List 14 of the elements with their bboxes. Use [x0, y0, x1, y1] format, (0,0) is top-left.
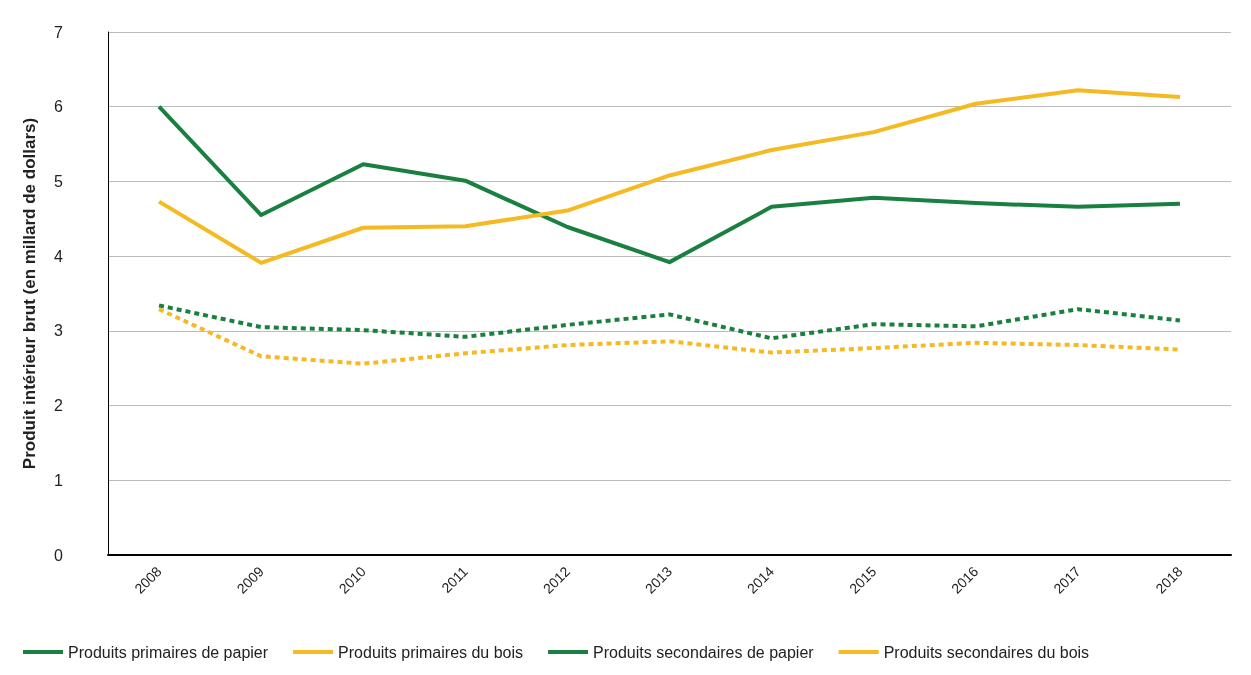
y-tick-label: 6: [54, 98, 64, 116]
y-tick-label: 0: [54, 546, 64, 564]
legend-label: Produits primaires du bois: [338, 643, 524, 661]
y-tick-label: 5: [54, 172, 64, 190]
y-tick-label: 3: [54, 322, 64, 340]
y-tick-label: 2: [54, 397, 64, 415]
line-series: [157, 303, 1182, 341]
y-tick-label: 4: [54, 247, 64, 265]
legend-label: Produits primaires de papier: [68, 643, 269, 661]
y-axis-title: Produit intérieur brut (en millard de dollars): [20, 117, 39, 470]
y-tick-label: 1: [54, 471, 64, 489]
legend-label: Produits secondaires de papier: [593, 643, 815, 661]
legend-label: Produits secondaires du bois: [883, 643, 1090, 661]
y-tick-label: 7: [54, 23, 64, 41]
